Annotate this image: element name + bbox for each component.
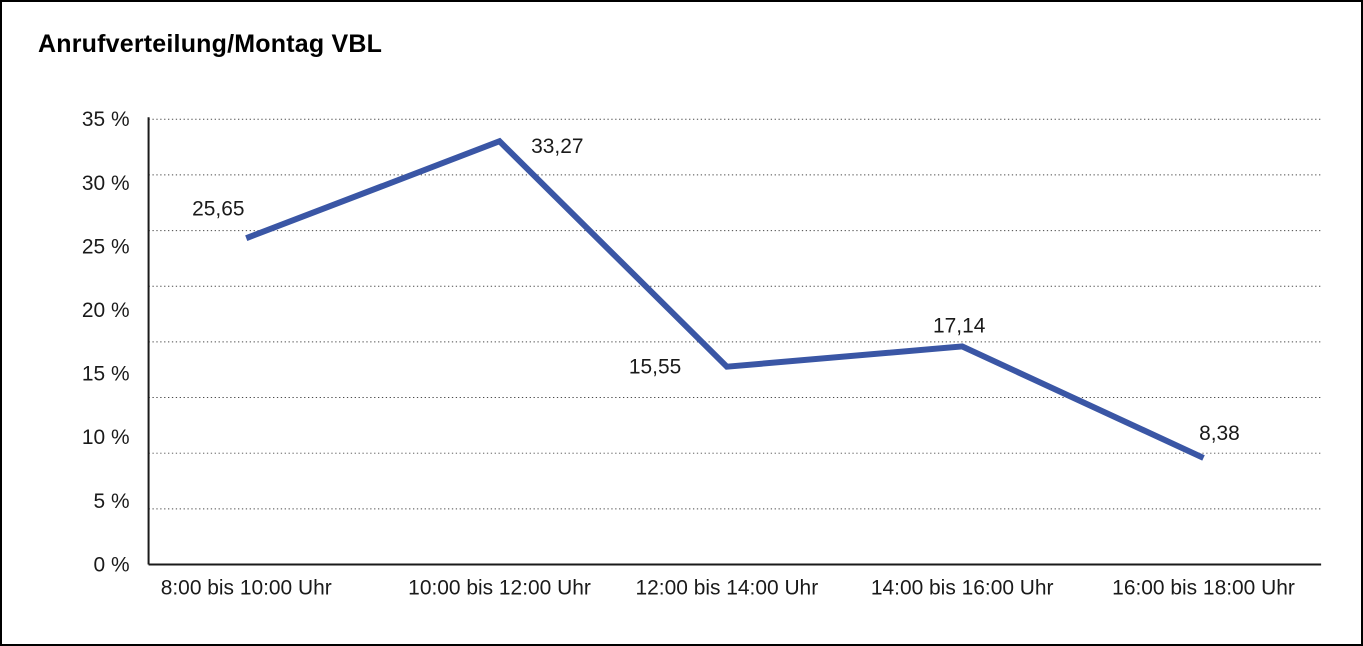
- data-line: [245, 137, 1205, 461]
- x-category-label: 8:00 bis 10:00 Uhr: [161, 576, 332, 599]
- x-category-label: 12:00 bis 14:00 Uhr: [636, 576, 819, 599]
- data-point-label: 25,65: [192, 197, 244, 220]
- x-category-label: 16:00 bis 18:00 Uhr: [1112, 576, 1295, 599]
- y-tick-label: 30 %: [82, 172, 130, 195]
- y-tick-label: 35 %: [82, 108, 130, 131]
- y-tick-label: 25 %: [82, 235, 130, 258]
- data-point-label: 33,27: [531, 135, 583, 158]
- x-category-label: 14:00 bis 16:00 Uhr: [871, 576, 1054, 599]
- y-tick-label: 5 %: [94, 490, 130, 513]
- y-tick-label: 0 %: [94, 553, 130, 576]
- data-point-label: 8,38: [1199, 422, 1240, 445]
- y-tick-label: 20 %: [82, 299, 130, 322]
- y-tick-label: 15 %: [82, 363, 130, 386]
- data-point-label: 17,14: [933, 315, 985, 338]
- y-tick-label: 10 %: [82, 426, 130, 449]
- x-category-label: 10:00 bis 12:00 Uhr: [408, 576, 591, 599]
- chart-title: Anrufverteilung/Montag VBL: [38, 30, 383, 58]
- data-point-label: 15,55: [629, 356, 681, 379]
